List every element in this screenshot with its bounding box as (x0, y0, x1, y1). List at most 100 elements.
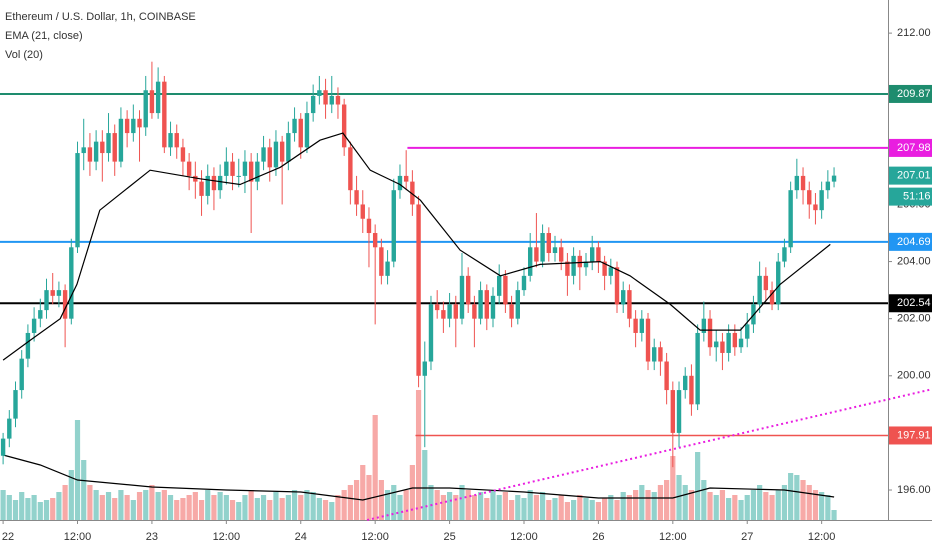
volume-bar (676, 475, 682, 520)
volume-bar (180, 498, 186, 520)
volume-bar (223, 495, 229, 520)
price-badge-label: 209.87 (897, 88, 931, 100)
candle-body (447, 304, 452, 319)
candle-body (205, 175, 210, 196)
volume-bar (695, 452, 701, 520)
candle-body (590, 247, 595, 262)
candle-body (521, 275, 527, 291)
volume-bar (248, 490, 254, 520)
candle-body (496, 275, 502, 296)
volume-bar (595, 502, 602, 520)
candle-body (168, 133, 173, 148)
volume-bar (465, 490, 471, 520)
candle-body (267, 147, 272, 168)
volume-bar (806, 485, 812, 520)
volume-bar (0, 490, 6, 520)
volume-bar (329, 502, 335, 520)
volume-bar (211, 495, 217, 520)
candle-body (658, 347, 663, 362)
countdown-badge (889, 187, 932, 206)
candle-body (155, 81, 161, 114)
candle-body (794, 175, 800, 191)
candle-body (236, 175, 241, 177)
chart-title: Ethereum / U.S. Dollar, 1h, COINBASE (5, 11, 196, 23)
volume-bar (205, 490, 211, 520)
candle-body (329, 95, 334, 105)
price-badge (889, 426, 932, 445)
volume-bar (800, 480, 806, 520)
candle-body (472, 304, 477, 319)
candle-body (25, 332, 31, 359)
candle-body (174, 133, 179, 148)
candle-body (193, 175, 198, 182)
volume-bar (217, 492, 223, 520)
volume-bar (546, 500, 552, 520)
volume-bar (552, 498, 558, 520)
volume-bar (31, 495, 37, 520)
volume-bar (62, 485, 68, 520)
candle-body (478, 290, 483, 319)
volume-bar (273, 492, 279, 520)
volume-bar (310, 492, 316, 520)
volume-bar (99, 495, 105, 520)
candle-body (211, 175, 217, 191)
volume-bar (285, 495, 291, 520)
candle-body (137, 118, 142, 128)
volume-bar (25, 498, 31, 520)
volume-bar (43, 500, 50, 520)
candle-body (199, 181, 204, 196)
volume-bar (670, 456, 676, 520)
x-tick-label: 27 (741, 531, 753, 543)
volume-bar (614, 500, 620, 520)
candle-body (341, 104, 347, 148)
volume-bar (136, 492, 143, 520)
volume-bar (602, 498, 608, 520)
candle-body (819, 190, 824, 211)
volume-bar (19, 492, 25, 520)
x-tick-label: 12:00 (361, 531, 389, 543)
candle-body (683, 375, 688, 391)
candle-body (465, 275, 471, 305)
candle-body (527, 247, 533, 276)
candle-body (56, 290, 62, 296)
candle-body (608, 267, 614, 276)
volume-bar (564, 502, 571, 520)
x-tick-label: 12:00 (659, 531, 687, 543)
candle-body (248, 161, 254, 182)
volume-bar (515, 495, 521, 520)
candle-body (304, 113, 310, 148)
candle-body (149, 90, 155, 114)
candle-body (763, 275, 769, 291)
volume-bar (490, 490, 496, 520)
volume-bar (422, 450, 428, 520)
volume-bar (701, 480, 707, 520)
volume-bar (198, 500, 205, 520)
price-badge-label: 204.69 (897, 236, 931, 248)
candle-body (441, 310, 446, 319)
volume-bar (304, 490, 310, 520)
volume-bar (645, 490, 651, 520)
candle-body (106, 133, 111, 154)
volume-bar (819, 492, 825, 520)
volume-bar (657, 485, 664, 520)
candle-body (224, 161, 229, 176)
candle-body (503, 275, 508, 305)
candle-body (546, 233, 551, 254)
volume-bar (533, 495, 539, 520)
volume-bar (124, 495, 130, 520)
candle-body (131, 118, 136, 134)
candle-body (422, 361, 427, 376)
price-badge (889, 232, 932, 251)
volume-bar (440, 495, 446, 520)
volume-bar (508, 500, 515, 520)
volume-bar (794, 475, 800, 520)
volume-bar (583, 498, 589, 520)
candle-body (0, 438, 6, 456)
candle-body (565, 261, 570, 276)
candle-body (143, 90, 148, 128)
candle-body (714, 341, 719, 348)
volume-bar (428, 485, 434, 520)
candle-body (788, 190, 793, 248)
candle-body (323, 90, 328, 105)
volume-bar (298, 495, 304, 520)
